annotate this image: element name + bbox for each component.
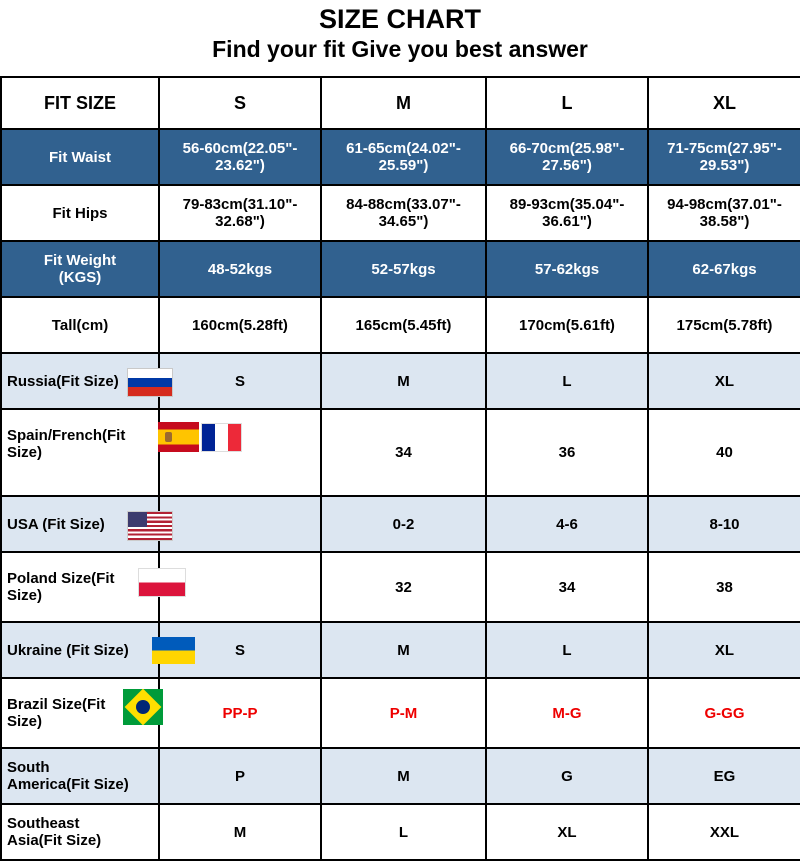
size-cell: 84-88cm(33.07"- 34.65") [320,184,487,242]
row-label-cell: Russia(Fit Size) [0,352,173,410]
usa-canton-icon [128,512,147,527]
size-cell: L [485,621,649,679]
row-label-cell: Spain/French(Fit Size) [0,408,242,497]
size-chart-table: FIT SIZE S M L XL Fit Waist 56-60cm(22.0… [0,76,800,861]
france-flag-icon [201,423,242,452]
size-cell: 89-93cm(35.04"- 36.61") [485,184,649,242]
size-cell: 0-2 [320,495,487,553]
size-cell: G [485,747,649,805]
column-header-m: M [320,76,487,130]
size-cell: XXL [647,803,800,861]
size-cell: S [158,352,322,410]
size-cell [158,551,322,623]
row-label: Fit Hips [0,184,160,242]
size-cell: 66-70cm(25.98"- 27.56") [485,128,649,186]
size-cell: XL [647,352,800,410]
size-cell: 57-62kgs [485,240,649,298]
table-row-usa: USA (Fit Size) 0-2 4-6 8-10 [0,495,800,553]
column-header-s: S [158,76,322,130]
russia-flag-icon [127,368,173,397]
size-cell: 52-57kgs [320,240,487,298]
size-cell: 32 [320,551,487,623]
usa-flag-icon [127,511,173,541]
size-cell: 61-65cm(24.02"- 25.59") [320,128,487,186]
size-cell: 160cm(5.28ft) [158,296,322,354]
size-cell: M [320,352,487,410]
size-cell: P [158,747,322,805]
column-header-fit-size: FIT SIZE [0,76,160,130]
header-row: FIT SIZE S M L XL [0,76,800,130]
size-cell: 79-83cm(31.10"- 32.68") [158,184,322,242]
table-row-fit-waist: Fit Waist 56-60cm(22.05"- 23.62") 61-65c… [0,128,800,186]
size-cell: 40 [647,408,800,497]
row-label: Spain/French(Fit Size) [7,427,126,461]
size-cell: L [485,352,649,410]
size-cell: EG [647,747,800,805]
page-title: SIZE CHART [319,4,481,34]
brazil-globe-icon [136,700,150,714]
row-label: Brazil Size(Fit Size) [7,696,106,730]
size-cell: 62-67kgs [647,240,800,298]
spain-crest-icon [165,432,172,442]
size-cell: L [320,803,487,861]
table-row-brazil: Brazil Size(Fit Size) PP-P P-M M-G G-GG [0,677,800,749]
size-cell: S [158,621,322,679]
size-cell: M-G [485,677,649,749]
row-label: Poland Size(Fit Size) [7,570,115,604]
ukraine-flag-icon [152,637,195,664]
row-label: Ukraine (Fit Size) [7,641,129,659]
size-cell: 48-52kgs [158,240,322,298]
size-cell: 34 [320,408,487,497]
size-cell: PP-P [158,677,322,749]
row-label: USA (Fit Size) [7,515,105,533]
row-label-cell: Poland Size(Fit Size) [0,551,186,623]
size-cell: 4-6 [485,495,649,553]
row-label: Tall(cm) [0,296,160,354]
size-cell [158,495,322,553]
table-row-spain-french: Spain/French(Fit Size) 34 36 40 [0,408,800,497]
size-cell: 56-60cm(22.05"- 23.62") [158,128,322,186]
row-label-cell: USA (Fit Size) [0,495,173,553]
size-cell: P-M [320,677,487,749]
table-row-southeast-asia: Southeast Asia(Fit Size) M L XL XXL [0,803,800,861]
title-block: SIZE CHART Find your fit Give you best a… [0,0,800,76]
size-cell: G-GG [647,677,800,749]
size-cell: 175cm(5.78ft) [647,296,800,354]
size-cell: 8-10 [647,495,800,553]
spain-flag-icon [158,422,199,452]
table-row-south-america: South America(Fit Size) P M G EG [0,747,800,805]
page-subtitle: Find your fit Give you best answer [212,35,588,62]
size-cell: 36 [485,408,649,497]
table-row-fit-hips: Fit Hips 79-83cm(31.10"- 32.68") 84-88cm… [0,184,800,242]
brazil-flag-icon [123,689,163,725]
row-label: Fit Waist [0,128,160,186]
table-row-fit-weight: Fit Weight (KGS) 48-52kgs 52-57kgs 57-62… [0,240,800,298]
row-label-cell: Ukraine (Fit Size) [0,621,195,679]
size-cell: M [320,747,487,805]
column-header-l: L [485,76,649,130]
size-cell: 38 [647,551,800,623]
row-label-cell: Brazil Size(Fit Size) [0,677,163,749]
column-header-xl: XL [647,76,800,130]
poland-flag-icon [138,568,186,597]
table-row-russia: Russia(Fit Size) S M L XL [0,352,800,410]
table-row-ukraine: Ukraine (Fit Size) S M L XL [0,621,800,679]
size-cell: 94-98cm(37.01"- 38.58") [647,184,800,242]
row-label: Russia(Fit Size) [7,372,119,390]
size-cell: M [158,803,322,861]
table-row-tall: Tall(cm) 160cm(5.28ft) 165cm(5.45ft) 170… [0,296,800,354]
size-cell: 165cm(5.45ft) [320,296,487,354]
size-cell: 34 [485,551,649,623]
size-cell: XL [647,621,800,679]
size-cell: XL [485,803,649,861]
table-row-poland: Poland Size(Fit Size) 32 34 38 [0,551,800,623]
row-label: Southeast Asia(Fit Size) [0,803,160,861]
row-label: South America(Fit Size) [0,747,160,805]
size-cell: 170cm(5.61ft) [485,296,649,354]
size-cell: 71-75cm(27.95"- 29.53") [647,128,800,186]
size-cell: M [320,621,487,679]
row-label: Fit Weight (KGS) [0,240,160,298]
